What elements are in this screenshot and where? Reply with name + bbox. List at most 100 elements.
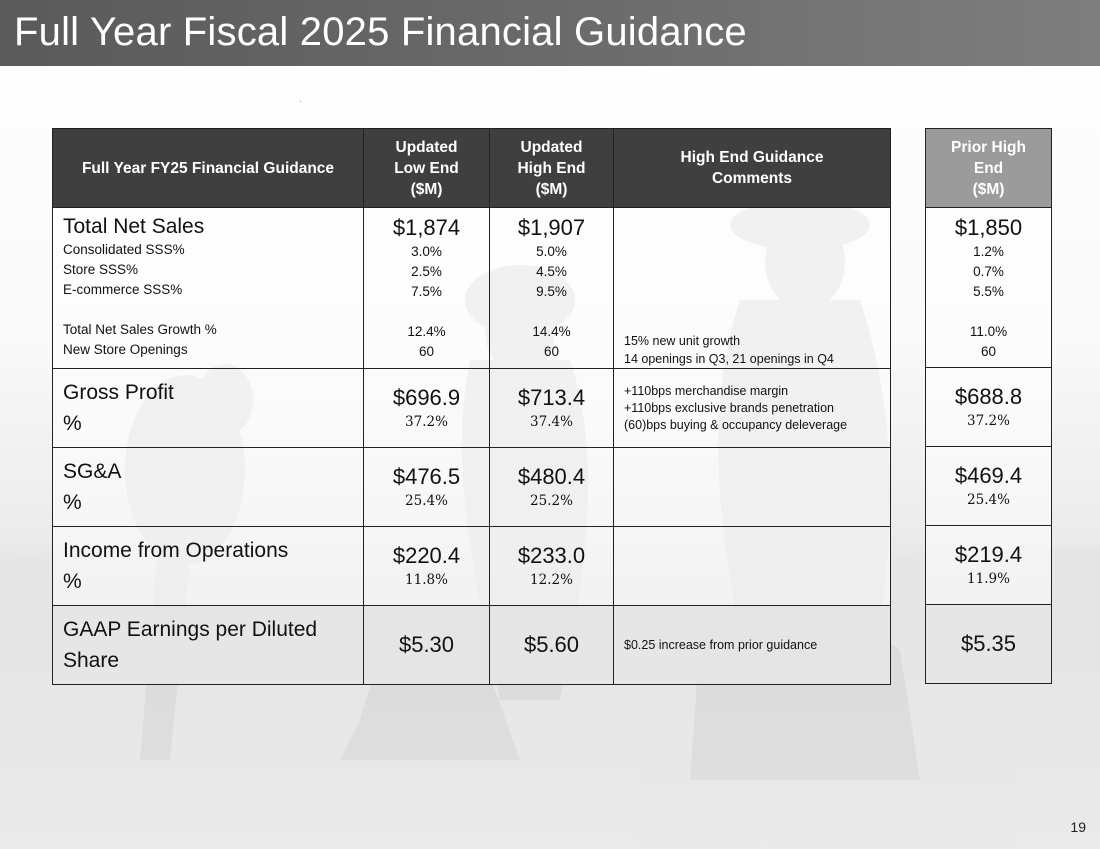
row-income: Income from Operations % $220.4 11.8% $2… bbox=[52, 526, 891, 606]
page-title: Full Year Fiscal 2025 Financial Guidance bbox=[14, 10, 747, 54]
prior-row-eps: $5.35 bbox=[925, 604, 1052, 684]
gp-high-value: $713.4 bbox=[517, 385, 586, 410]
eps-low: $5.30 bbox=[363, 605, 490, 685]
sga-prior-pct: 25.4% bbox=[967, 492, 1010, 508]
eps-label-line2: Share bbox=[63, 649, 120, 672]
gross-profit-high: $713.4 37.4% bbox=[489, 368, 614, 448]
low-ecommerce: 7.5% bbox=[411, 284, 442, 299]
sga-prior: $469.4 25.4% bbox=[925, 446, 1052, 526]
income-low: $220.4 11.8% bbox=[363, 526, 490, 606]
header-high-line1: Updated bbox=[520, 138, 583, 156]
high-consolidated: 5.0% bbox=[536, 244, 567, 259]
net-sales-prior-value: $1,850 bbox=[954, 215, 1023, 240]
eps-high-value: $5.60 bbox=[523, 632, 580, 657]
gp-low-value: $696.9 bbox=[392, 385, 461, 410]
header-high-line3: ($M) bbox=[535, 180, 568, 198]
eps-high: $5.60 bbox=[489, 605, 614, 685]
header-low-line1: Updated bbox=[395, 138, 458, 156]
income-low-value: $220.4 bbox=[392, 543, 461, 568]
low-openings: 60 bbox=[418, 344, 435, 359]
low-growth: 12.4% bbox=[407, 324, 446, 339]
comment-eps: $0.25 increase from prior guidance bbox=[624, 637, 818, 652]
prior-row-gross-profit: $688.8 37.2% bbox=[925, 367, 1052, 447]
net-sales-comments: 15% new unit growth 14 openings in Q3, 2… bbox=[613, 207, 891, 369]
income-low-pct: 11.8% bbox=[405, 572, 448, 588]
gross-profit-labels: Gross Profit % bbox=[52, 368, 364, 448]
gp-high-pct: 37.4% bbox=[530, 414, 573, 430]
sub-label-consolidated: Consolidated SSS% bbox=[63, 242, 185, 257]
comment-exclusive-brands: +110bps exclusive brands penetration bbox=[624, 400, 834, 415]
gross-profit-low: $696.9 37.2% bbox=[363, 368, 490, 448]
income-high: $233.0 12.2% bbox=[489, 526, 614, 606]
low-consolidated: 3.0% bbox=[411, 244, 442, 259]
header-row: Full Year FY25 Financial Guidance Update… bbox=[52, 128, 891, 208]
net-sales-low: $1,874 3.0% 2.5% 7.5% 12.4% 60 bbox=[363, 207, 490, 369]
income-comments bbox=[613, 526, 891, 606]
prior-guidance-table: Prior High End ($M) $1,850 1.2% 0.7% 5.5… bbox=[925, 128, 1052, 684]
row-gross-profit: Gross Profit % $696.9 37.2% $713.4 37.4%… bbox=[52, 368, 891, 448]
sga-high-value: $480.4 bbox=[517, 464, 586, 489]
income-labels: Income from Operations % bbox=[52, 526, 364, 606]
prior-row-sga: $469.4 25.4% bbox=[925, 446, 1052, 526]
comment-occupancy: (60)bps buying & occupancy deleverage bbox=[624, 417, 848, 432]
prior-row-income: $219.4 11.9% bbox=[925, 525, 1052, 605]
gross-profit-label: Gross Profit bbox=[63, 381, 174, 404]
low-store: 2.5% bbox=[411, 264, 442, 279]
sga-high: $480.4 25.2% bbox=[489, 447, 614, 527]
header-high: Updated High End ($M) bbox=[489, 128, 614, 208]
row-eps: GAAP Earnings per Diluted Share $5.30 $5… bbox=[52, 605, 891, 685]
prior-row-net-sales: $1,850 1.2% 0.7% 5.5% 11.0% 60 bbox=[925, 207, 1052, 368]
net-sales-prior: $1,850 1.2% 0.7% 5.5% 11.0% 60 bbox=[925, 207, 1052, 368]
income-high-pct: 12.2% bbox=[530, 572, 573, 588]
sga-low-pct: 25.4% bbox=[405, 493, 448, 509]
income-pct-label: % bbox=[63, 570, 82, 593]
income-prior-value: $219.4 bbox=[954, 542, 1023, 567]
header-prior-line2: End bbox=[973, 159, 1004, 177]
high-growth: 14.4% bbox=[532, 324, 571, 339]
comment-merch-margin: +110bps merchandise margin bbox=[624, 383, 789, 398]
prior-store: 0.7% bbox=[973, 264, 1004, 279]
income-prior: $219.4 11.9% bbox=[925, 525, 1052, 605]
prior-ecommerce: 5.5% bbox=[973, 284, 1004, 299]
header-low: Updated Low End ($M) bbox=[363, 128, 490, 208]
income-label: Income from Operations bbox=[63, 539, 289, 562]
header-prior: Prior High End ($M) bbox=[925, 128, 1052, 208]
growth-label: Total Net Sales Growth % bbox=[63, 322, 217, 337]
header-low-line3: ($M) bbox=[410, 180, 443, 198]
income-prior-pct: 11.9% bbox=[967, 571, 1010, 587]
eps-label-line1: GAAP Earnings per Diluted bbox=[63, 618, 318, 641]
page-number: 19 bbox=[1070, 819, 1086, 835]
prior-openings: 60 bbox=[980, 344, 997, 359]
sga-prior-value: $469.4 bbox=[954, 463, 1023, 488]
sga-label: SG&A bbox=[63, 460, 122, 483]
row-sga: SG&A % $476.5 25.4% $480.4 25.2% bbox=[52, 447, 891, 527]
openings-label: New Store Openings bbox=[63, 342, 188, 357]
high-store: 4.5% bbox=[536, 264, 567, 279]
eps-comments: $0.25 increase from prior guidance bbox=[613, 605, 891, 685]
sga-low-value: $476.5 bbox=[392, 464, 461, 489]
gross-profit-prior: $688.8 37.2% bbox=[925, 367, 1052, 447]
eps-low-value: $5.30 bbox=[398, 632, 455, 657]
high-ecommerce: 9.5% bbox=[536, 284, 567, 299]
net-sales-high: $1,907 5.0% 4.5% 9.5% 14.4% 60 bbox=[489, 207, 614, 369]
header-prior-line1: Prior High bbox=[951, 138, 1026, 156]
stray-dot bbox=[300, 101, 301, 102]
net-sales-labels: Total Net Sales Consolidated SSS% Store … bbox=[52, 207, 364, 369]
gp-prior-pct: 37.2% bbox=[967, 413, 1010, 429]
sga-comments bbox=[613, 447, 891, 527]
guidance-table: Full Year FY25 Financial Guidance Update… bbox=[52, 128, 891, 685]
header-prior-line3: ($M) bbox=[972, 180, 1005, 198]
comment-unit-growth: 15% new unit growth bbox=[624, 334, 741, 348]
high-openings: 60 bbox=[543, 344, 560, 359]
gross-profit-comments: +110bps merchandise margin +110bps exclu… bbox=[613, 368, 891, 448]
sga-labels: SG&A % bbox=[52, 447, 364, 527]
gp-low-pct: 37.2% bbox=[405, 414, 448, 430]
gp-prior-value: $688.8 bbox=[954, 384, 1023, 409]
header-low-line2: Low End bbox=[394, 159, 459, 177]
sub-label-store: Store SSS% bbox=[63, 262, 139, 277]
net-sales-high-value: $1,907 bbox=[517, 215, 586, 240]
sga-high-pct: 25.2% bbox=[530, 493, 573, 509]
title-bar: Full Year Fiscal 2025 Financial Guidance bbox=[0, 0, 1100, 66]
comment-openings: 14 openings in Q3, 21 openings in Q4 bbox=[624, 352, 834, 366]
eps-prior: $5.35 bbox=[925, 604, 1052, 684]
